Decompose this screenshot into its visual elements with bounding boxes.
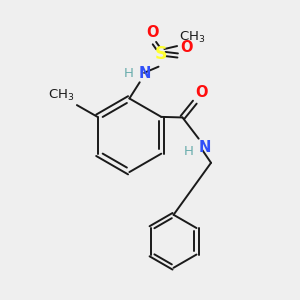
Text: H: H [184, 145, 194, 158]
Text: O: O [147, 25, 159, 40]
Text: CH$_3$: CH$_3$ [178, 29, 205, 45]
Text: CH$_3$: CH$_3$ [48, 88, 74, 103]
Text: N: N [199, 140, 211, 155]
Text: H: H [123, 67, 133, 80]
Text: S: S [154, 45, 167, 63]
Text: N: N [138, 66, 151, 81]
Text: O: O [196, 85, 208, 100]
Text: O: O [181, 40, 193, 55]
